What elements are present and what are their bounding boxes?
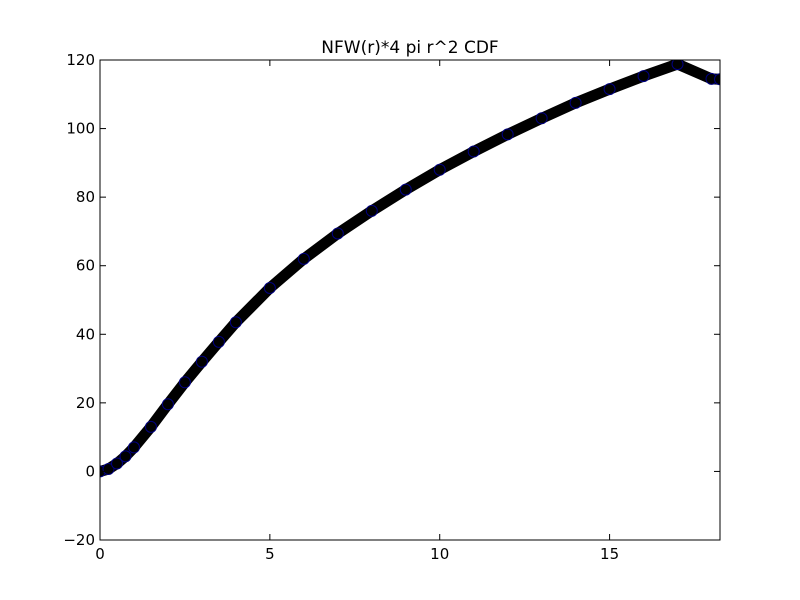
y-tick-label: 0	[85, 462, 95, 480]
chart-title: NFW(r)*4 pi r^2 CDF	[321, 38, 498, 58]
y-tick-label: −20	[63, 531, 95, 549]
data-point	[297, 252, 310, 265]
data-point	[637, 70, 650, 83]
data-point	[263, 282, 276, 294]
data-point	[119, 450, 132, 463]
data-point	[467, 145, 480, 158]
x-tick-label: 5	[265, 545, 275, 563]
x-tick-label: 15	[600, 545, 619, 563]
data-point	[671, 60, 684, 71]
data-point	[365, 204, 378, 217]
data-point	[161, 398, 174, 411]
x-tick-label: 10	[430, 545, 449, 563]
y-tick-label: 100	[66, 120, 95, 138]
y-tick-label: 80	[76, 188, 95, 206]
y-tick-label: 120	[66, 51, 95, 69]
data-point	[195, 355, 208, 368]
data-point	[331, 227, 344, 240]
y-tick-label: 40	[76, 325, 95, 343]
data-point	[110, 457, 123, 470]
data-point	[603, 83, 616, 96]
y-tick-label: 60	[76, 257, 95, 275]
series-0	[100, 60, 720, 478]
data-point	[535, 112, 548, 125]
data-point	[178, 376, 191, 389]
data-point	[433, 163, 446, 176]
y-tick-label: 20	[76, 394, 95, 412]
data-point	[127, 441, 140, 454]
axes-frame	[99, 59, 721, 541]
data-point	[399, 183, 412, 196]
data-point	[569, 96, 582, 109]
data-point	[144, 420, 157, 433]
plot-area	[100, 60, 720, 478]
x-tick-label: 0	[95, 545, 105, 563]
data-point	[212, 335, 225, 348]
data-point	[229, 316, 242, 329]
data-point	[714, 73, 720, 86]
data-point	[501, 128, 514, 141]
